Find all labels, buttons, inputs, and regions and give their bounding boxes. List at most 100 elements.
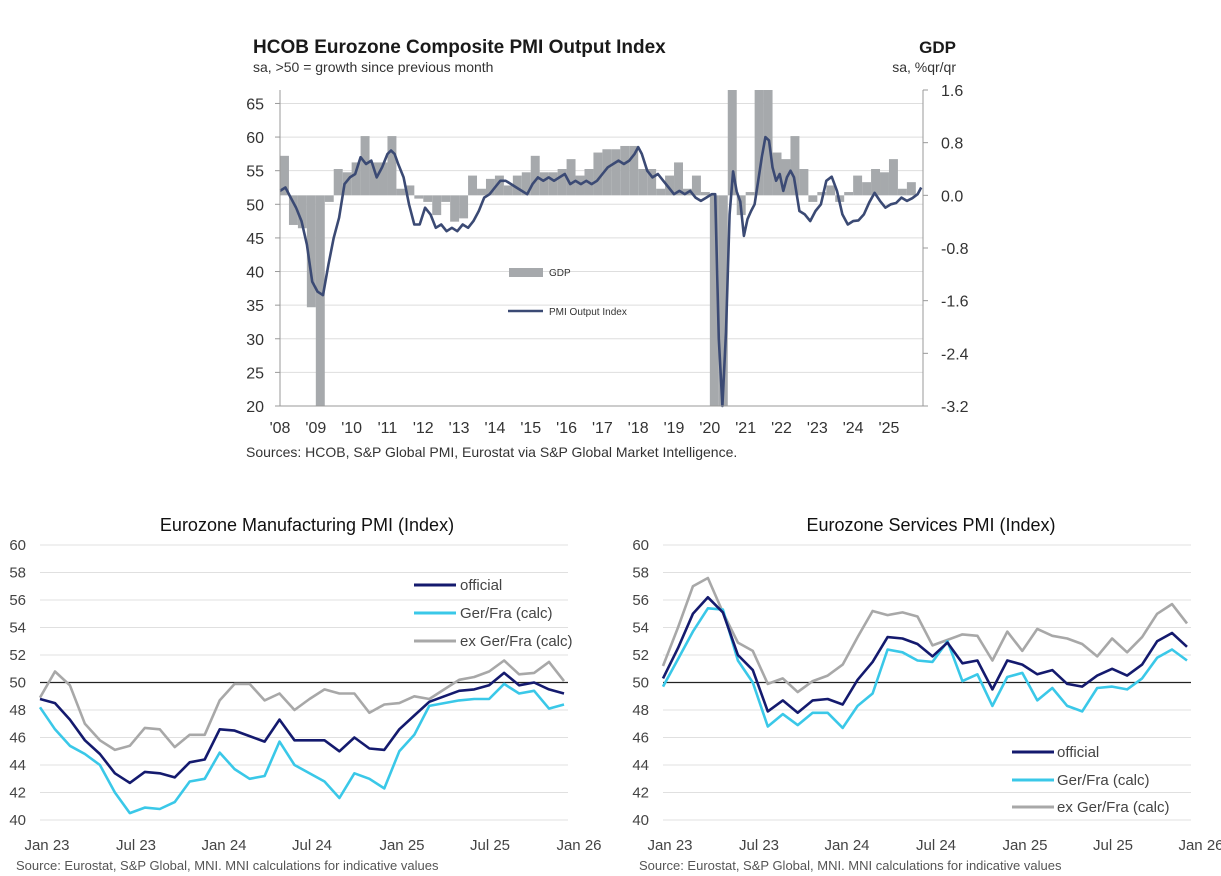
svc-line-0 — [661, 596, 1188, 715]
top-x-tick-label: '24 — [843, 420, 864, 437]
top-x-tick-label: '14 — [485, 420, 506, 437]
gdp-bar — [450, 195, 460, 222]
gdp-bar — [709, 195, 719, 406]
gdp-bar — [593, 152, 603, 196]
svc-y-tick-label: 46 — [632, 730, 649, 747]
gdp-bar — [871, 169, 881, 196]
gdp-bar — [557, 169, 567, 196]
gdp-bar — [297, 195, 307, 229]
mfg-series-lines — [38, 659, 566, 815]
gdp-bar — [521, 172, 531, 196]
gdp-bar — [396, 188, 406, 196]
mfg-y-axis-tick-labels: 60 58 56 54 52 50 48 46 44 42 40 — [9, 537, 26, 829]
gdp-bar — [378, 162, 388, 196]
composite-pmi-chart: HCOB Eurozone Composite PMI Output Index… — [246, 37, 969, 460]
mfg-y-tick-label: 52 — [9, 647, 26, 664]
gdp-bar — [674, 162, 683, 196]
gdp-bar — [405, 185, 415, 196]
svc-x-tick-label: Jan 23 — [647, 837, 692, 854]
svc-x-tick-label: Jan 24 — [824, 837, 869, 854]
gdp-bar — [494, 175, 504, 196]
top-x-tick-label: '25 — [879, 420, 900, 437]
gdp-bar — [906, 182, 916, 196]
svc-y-tick-label: 40 — [632, 812, 649, 829]
top-x-tick-label: '21 — [735, 420, 756, 437]
svc-y-tick-label: 48 — [632, 702, 649, 719]
gdp-bar — [611, 149, 621, 196]
gdp-axis-title: GDP — [919, 38, 956, 57]
top-x-tick-label: '11 — [378, 420, 398, 437]
mfg-x-tick-label: Jan 26 — [556, 837, 601, 854]
gdp-bar — [665, 175, 675, 196]
gdp-bar — [897, 188, 907, 196]
svc-y-tick-label: 50 — [632, 675, 649, 692]
gdp-bar — [512, 175, 522, 196]
gdp-bar — [700, 192, 710, 196]
legend-gdp-swatch — [509, 268, 543, 277]
svc-x-tick-label: Jul 23 — [739, 837, 779, 854]
top-x-tick-label: '23 — [807, 420, 828, 437]
manufacturing-pmi-chart: Eurozone Manufacturing PMI (Index) 60 58 5… — [9, 515, 601, 873]
gdp-bar — [360, 136, 370, 196]
mfg-y-tick-label: 46 — [9, 730, 26, 747]
top-x-tick-label: '17 — [592, 420, 613, 437]
gdp-bar — [602, 149, 612, 196]
svc-y-axis-tick-labels: 60 58 56 54 52 50 48 46 44 42 40 — [632, 537, 649, 829]
mfg-y-tick-label: 58 — [9, 565, 26, 582]
gdp-bar — [324, 195, 334, 202]
svc-legend-official: official — [1057, 744, 1099, 761]
mfg-chart-source: Source: Eurostat, S&P Global, MNI. MNI c… — [16, 858, 439, 873]
top-left-tick-label: 55 — [246, 164, 264, 181]
top-right-tick-label: 1.6 — [941, 83, 963, 100]
svc-chart-source: Source: Eurostat, S&P Global, MNI. MNI c… — [639, 858, 1062, 873]
svc-chart-title: Eurozone Services PMI (Index) — [806, 515, 1055, 535]
gdp-bar — [548, 172, 558, 196]
gdp-bar — [342, 172, 352, 196]
gdp-bar — [315, 195, 325, 406]
top-chart-subtitle: sa, >50 = growth since previous month — [253, 59, 493, 75]
gdp-bar — [620, 145, 630, 196]
mfg-legend: official Ger/Fra (calc) ex Ger/Fra (calc… — [414, 577, 573, 650]
top-left-tick-label: 20 — [246, 399, 264, 416]
mfg-y-tick-label: 44 — [9, 757, 26, 774]
top-x-tick-label: '15 — [520, 420, 541, 437]
top-x-axis-tick-labels: '08 '09 '10 '11 '12 '13 '14 '15 '16 '17 '18 '19 '20 '… — [270, 420, 900, 437]
gdp-bar — [647, 169, 657, 196]
mfg-y-tick-label: 60 — [9, 537, 26, 554]
mfg-x-tick-label: Jan 23 — [24, 837, 69, 854]
gdp-bar — [387, 136, 397, 196]
svc-legend-exgerfra: ex Ger/Fra (calc) — [1057, 799, 1170, 816]
services-pmi-chart: Eurozone Services PMI (Index) 60 58 56 54 52… — [632, 515, 1221, 873]
top-right-axis-tick-labels: 1.6 0.8 0.0 -0.8 -1.6 -2.4 -3.2 — [923, 83, 969, 416]
gdp-bar — [727, 90, 737, 196]
gdp-bar — [369, 162, 379, 196]
svc-line-2 — [661, 576, 1189, 694]
top-right-tick-label: -3.2 — [941, 399, 969, 416]
mfg-line-0 — [39, 671, 565, 785]
gdp-bar — [745, 192, 755, 196]
mfg-x-tick-label: Jul 23 — [116, 837, 156, 854]
svc-x-tick-label: Jan 25 — [1002, 837, 1047, 854]
mfg-x-tick-label: Jul 25 — [470, 837, 510, 854]
svc-gridlines — [663, 544, 1191, 821]
top-x-tick-label: '10 — [341, 420, 362, 437]
top-chart-title: HCOB Eurozone Composite PMI Output Index — [253, 37, 666, 58]
gdp-bar — [853, 175, 863, 196]
gdp-bar — [351, 162, 361, 196]
gdp-bar — [844, 192, 854, 196]
gdp-bar — [799, 169, 809, 196]
svc-legend-gerfra: Ger/Fra (calc) — [1057, 772, 1150, 789]
gdp-bar — [754, 90, 764, 196]
top-x-tick-label: '18 — [628, 420, 649, 437]
svc-x-axis-tick-labels: Jan 23 Jul 23 Jan 24 Jul 24 Jan 25 Jul 25 Jan … — [647, 837, 1221, 854]
top-x-tick-label: '20 — [699, 420, 720, 437]
mfg-gridlines — [40, 544, 568, 821]
gdp-bar — [459, 195, 469, 219]
top-x-tick-label: '12 — [413, 420, 434, 437]
top-right-tick-label: -1.6 — [941, 294, 969, 311]
gdp-bar — [306, 195, 316, 308]
gdp-bar — [423, 195, 433, 202]
top-left-tick-label: 40 — [246, 265, 264, 282]
gdp-bar — [862, 182, 872, 196]
